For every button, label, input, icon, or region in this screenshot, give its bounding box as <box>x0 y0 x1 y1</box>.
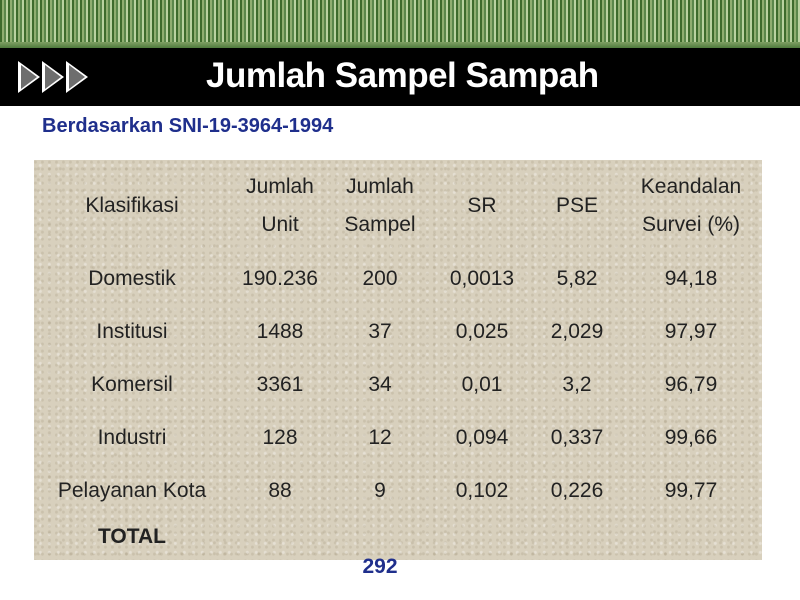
table-row: Industri 128 12 0,094 0,337 99,66 <box>34 411 762 464</box>
title-bar: Jumlah Sampel Sampah <box>0 48 800 106</box>
arrow-icon <box>18 61 40 93</box>
cell-sr: 0,094 <box>455 425 509 449</box>
cell-keandalan: 97,97 <box>664 319 718 343</box>
cell-sr: 0,102 <box>455 478 509 502</box>
cell-keandalan: 94,18 <box>664 266 718 290</box>
cell-klasifikasi: Komersil <box>91 372 173 396</box>
cell-jumlah-sampel: 37 <box>368 319 392 343</box>
arrow-icon <box>66 61 88 93</box>
table-row: Institusi 1488 37 0,025 2,029 97,97 <box>34 305 762 358</box>
cell-empty <box>620 517 762 581</box>
cell-jumlah-unit: 3361 <box>256 372 304 396</box>
total-sampel-value: 292 <box>362 555 398 578</box>
cell-sr: 0,0013 <box>449 266 515 290</box>
cell-pse: 0,337 <box>550 425 604 449</box>
cell-empty <box>430 517 534 581</box>
header-sr: SR <box>467 194 497 217</box>
cell-keandalan: 96,79 <box>664 372 718 396</box>
cell-keandalan: 99,77 <box>664 478 718 502</box>
cell-pse: 5,82 <box>556 266 598 290</box>
cell-empty <box>534 517 620 581</box>
cell-jumlah-unit: 1488 <box>256 319 304 343</box>
cell-klasifikasi: Industri <box>97 425 167 449</box>
cell-pse: 0,226 <box>550 478 604 502</box>
total-label: TOTAL <box>97 525 167 548</box>
cell-jumlah-unit: 128 <box>262 425 298 449</box>
cell-jumlah-sampel: 9 <box>374 478 386 502</box>
header-klasifikasi: Klasifikasi <box>85 194 179 217</box>
header-jumlah-unit: Jumlah Unit <box>246 175 314 236</box>
cell-klasifikasi: Institusi <box>96 319 168 343</box>
decorative-top-stripe <box>0 0 800 48</box>
table-total-row: TOTAL 292 <box>34 517 762 581</box>
table-header-row: Klasifikasi Jumlah Unit Jumlah Sampel SR P… <box>34 160 762 252</box>
cell-keandalan: 99,66 <box>664 425 718 449</box>
table-row: Komersil 3361 34 0,01 3,2 96,79 <box>34 358 762 411</box>
cell-jumlah-sampel: 34 <box>368 372 392 396</box>
table-row: Domestik 190.236 200 0,0013 5,82 94,18 <box>34 252 762 305</box>
cell-jumlah-unit: 88 <box>268 478 292 502</box>
sample-table: Klasifikasi Jumlah Unit Jumlah Sampel SR P… <box>34 160 762 581</box>
cell-jumlah-unit: 190.236 <box>242 266 318 290</box>
header-jumlah-sampel: Jumlah Sampel <box>344 175 416 236</box>
cell-jumlah-sampel: 200 <box>362 266 398 290</box>
cell-klasifikasi: Domestik <box>88 266 176 290</box>
table-row: Pelayanan Kota 88 9 0,102 0,226 99,77 <box>34 464 762 517</box>
slide-subtitle: Berdasarkan SNI-19-3964-1994 <box>42 115 334 137</box>
cell-sr: 0,01 <box>461 372 503 396</box>
cell-klasifikasi: Pelayanan Kota <box>57 478 207 502</box>
cell-pse: 3,2 <box>562 372 592 396</box>
arrow-icon <box>42 61 64 93</box>
cell-sr: 0,025 <box>455 319 509 343</box>
triple-arrow-icon <box>18 61 88 93</box>
slide-title: Jumlah Sampel Sampah <box>206 56 599 95</box>
cell-empty <box>230 517 330 581</box>
header-pse: PSE <box>555 194 599 217</box>
cell-jumlah-sampel: 12 <box>368 425 392 449</box>
header-keandalan: Keandalan Survei (%) <box>640 175 742 236</box>
data-table-panel: Klasifikasi Jumlah Unit Jumlah Sampel SR P… <box>34 160 762 578</box>
cell-pse: 2,029 <box>550 319 604 343</box>
